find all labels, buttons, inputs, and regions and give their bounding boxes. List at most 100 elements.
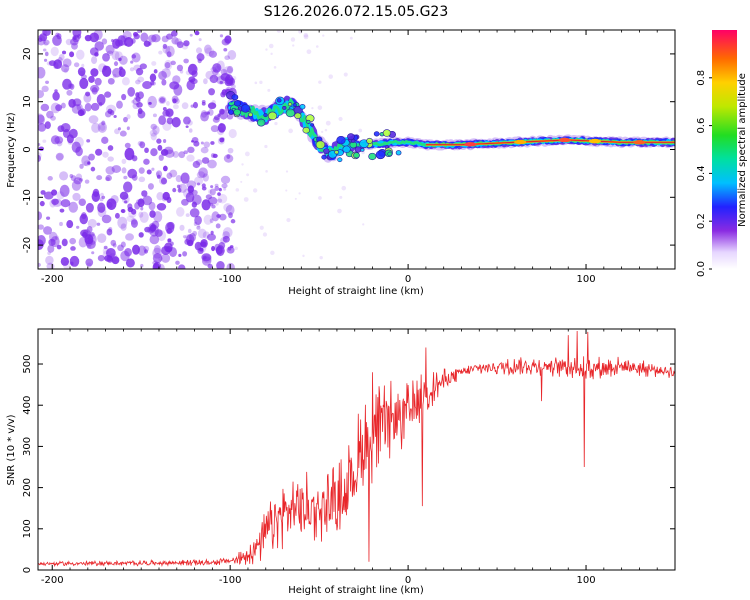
spectrogram-noise-blob [220, 237, 228, 245]
colorbar-label: Normalized spectral amplitude [737, 73, 748, 227]
colorbar-ticks: 0.0 0.2 0.4 0.6 0.8 [696, 70, 712, 277]
spectrogram-noise-blob [85, 202, 94, 213]
spectrogram-noise-blob [121, 77, 130, 86]
spectrogram-noise-blob [217, 192, 221, 196]
spectrogram-noise-blob [78, 198, 86, 206]
spectrogram-x-tick-label: -100 [219, 274, 242, 285]
spectrogram-y-tick-label: 20 [22, 48, 33, 61]
spectrogram-noise-blob [220, 73, 231, 81]
spectrogram-noise-blob [185, 125, 189, 129]
spectrogram-noise-blob [124, 247, 132, 257]
spectrogram-noise-blob [219, 34, 224, 38]
spectrogram-noise-blob [48, 238, 56, 246]
spectrogram-noise-blob [148, 101, 152, 105]
chart-title: S126.2026.072.15.05.G23 [264, 4, 449, 20]
spectrogram-noise-blob [86, 239, 96, 250]
spectrogram-noise-blob [152, 264, 162, 269]
spectrogram-noise-blob [167, 221, 175, 230]
spectrogram-noise-blob [156, 174, 161, 179]
spectrogram-noise-blob [235, 188, 240, 192]
spectrogram-noise-blob [210, 185, 214, 189]
spectrogram-noise-blob [81, 212, 87, 220]
spectrogram-noise-blob [166, 117, 174, 125]
spectrogram-noise-blob [97, 122, 107, 133]
spectrogram-noise-blob [220, 175, 231, 184]
spectrogram-noise-blob [179, 69, 184, 74]
spectrogram-noise-blob [123, 181, 133, 193]
spectrogram-noise-blob [137, 107, 143, 115]
spectrogram-noise-blob [97, 202, 106, 213]
spectrogram-noise-blob [211, 211, 220, 222]
spectrogram-noise-blob [171, 95, 179, 103]
spectrogram-noise-blob [203, 78, 208, 85]
spectrogram-noise-blob [66, 134, 74, 144]
spectrogram-noise-blob [96, 222, 101, 226]
spectrogram-noise-blob [270, 52, 273, 55]
snr-y-tick-label: 300 [22, 437, 33, 456]
spectrogram-noise-blob [124, 200, 128, 204]
spectrogram-noise-blob [318, 80, 322, 84]
spectrogram-noise-blob [138, 167, 145, 174]
spectrogram-noise-blob [152, 262, 160, 269]
spectrogram-noise-blob [38, 89, 45, 99]
spectrogram-noise-blob [161, 253, 171, 263]
spectrogram-noise-blob [202, 255, 207, 260]
spectrogram-noise-blob [191, 194, 202, 206]
spectrogram-noise-blob [200, 111, 209, 122]
spectrogram-noise-blob [341, 185, 347, 191]
spectrogram-noise-blob [65, 38, 73, 46]
spectrogram-noise-blob [137, 30, 141, 34]
spectrogram-noise-blob [319, 255, 323, 260]
snr-y-tick-label: 200 [22, 478, 33, 497]
spectrogram-noise-blob [83, 160, 91, 167]
spectrogram-noise-blob [182, 235, 187, 239]
spectrogram-noise-blob [131, 154, 135, 159]
spectrogram-noise-blob [101, 136, 109, 144]
spectrogram-noise-blob [86, 226, 93, 233]
spectrogram-noise-blob [85, 91, 91, 97]
spectrogram-noise-blob [70, 175, 77, 182]
spectrogram-noise-blob [209, 188, 216, 196]
spectrogram-noise-blob [152, 125, 160, 135]
spectrogram-noise-blob [253, 188, 258, 193]
spectrogram-noise-blob [59, 171, 69, 181]
spectrogram-noise-blob [166, 100, 170, 106]
spectrogram-noise-blob [50, 46, 59, 57]
spectrogram-ridge-blob [263, 113, 268, 118]
spectrogram-ridge-blob [347, 133, 355, 141]
spectrogram-noise-blob [55, 104, 63, 112]
spectrogram-noise-blob [172, 150, 179, 158]
spectrogram-noise-blob [244, 151, 250, 157]
spectrogram-ridge-blob [382, 129, 391, 137]
spectrogram-noise-blob [107, 156, 114, 162]
spectrogram-noise-blob [116, 100, 123, 109]
spectrogram-noise-blob [186, 154, 195, 162]
spectrogram-noise-blob [222, 231, 230, 240]
spectrogram-noise-blob [152, 253, 163, 264]
spectrogram-noise-blob [276, 30, 282, 33]
spectrogram-noise-blob [140, 263, 144, 268]
spectrogram-noise-blob [105, 174, 112, 182]
spectrogram-noise-blob [103, 245, 108, 250]
spectrogram-noise-blob [196, 241, 207, 253]
spectrogram-noise-blob [91, 56, 98, 65]
spectrogram-ridge-blob [282, 105, 287, 110]
spectrogram-ridge-blob [231, 94, 239, 101]
spectrogram-ridge-blob [233, 108, 241, 116]
spectrogram-noise-blob [178, 253, 182, 257]
spectrogram-noise-blob [142, 81, 152, 90]
colorbar-tick-label: 0.8 [696, 70, 707, 86]
spectrogram-noise-blob [223, 154, 234, 163]
spectrogram-noise-blob [129, 67, 135, 72]
spectrogram-noise-blob [135, 96, 141, 102]
spectrogram-noise-blob [227, 50, 237, 60]
spectrogram-ridge-blob [299, 104, 306, 110]
spectrogram-noise-blob [182, 251, 188, 257]
spectrogram-noise-blob [208, 50, 217, 58]
spectrogram-noise-blob [84, 179, 90, 184]
spectrogram-noise-blob [61, 238, 68, 247]
spectrogram-noise-blob [43, 39, 50, 46]
spectrogram-noise-blob [124, 43, 128, 46]
spectrogram-noise-blob [183, 150, 188, 155]
